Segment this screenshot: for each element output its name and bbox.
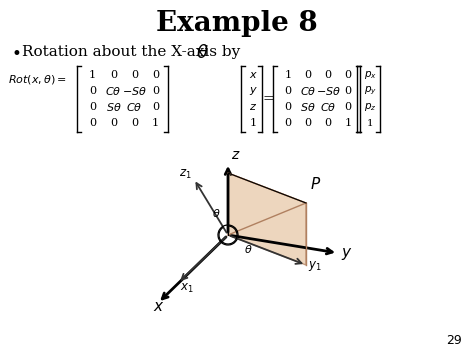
Text: =: = [262, 92, 274, 106]
Text: 0: 0 [284, 102, 292, 112]
Text: $\mathbf{\mathit{P}}$: $\mathbf{\mathit{P}}$ [310, 176, 321, 192]
Text: Example 8: Example 8 [156, 10, 318, 37]
Text: $\theta$: $\theta$ [244, 243, 253, 255]
Text: 0: 0 [110, 118, 117, 128]
Text: 0: 0 [131, 70, 138, 80]
Polygon shape [228, 173, 306, 265]
Text: 0: 0 [284, 118, 292, 128]
Text: $Rot(x,\theta) =$: $Rot(x,\theta) =$ [8, 73, 67, 86]
Text: 1: 1 [367, 119, 374, 127]
Text: $-S\theta$: $-S\theta$ [122, 85, 147, 97]
Text: 0: 0 [131, 118, 138, 128]
Text: 29: 29 [446, 334, 462, 347]
Text: 0: 0 [324, 118, 331, 128]
Text: $\mathit{\theta}$: $\mathit{\theta}$ [196, 44, 209, 62]
Text: •: • [12, 45, 22, 63]
Text: 0: 0 [284, 86, 292, 96]
Text: $S\theta$: $S\theta$ [106, 101, 121, 113]
Text: 0: 0 [89, 102, 96, 112]
Text: $\theta$: $\theta$ [212, 207, 220, 219]
Text: 1: 1 [249, 118, 256, 128]
Text: 0: 0 [304, 70, 311, 80]
Text: $z$: $z$ [249, 102, 257, 112]
Text: $x$: $x$ [248, 70, 257, 80]
Text: $x$: $x$ [153, 300, 164, 314]
Text: $z_1$: $z_1$ [179, 168, 191, 181]
Text: 1: 1 [284, 70, 292, 80]
Text: $S\theta$: $S\theta$ [300, 101, 316, 113]
Text: Rotation about the X-axis by: Rotation about the X-axis by [22, 45, 240, 59]
Text: $y_1$: $y_1$ [308, 259, 322, 273]
Text: 0: 0 [152, 102, 159, 112]
Text: $C\theta$: $C\theta$ [126, 101, 143, 113]
Text: $-S\theta$: $-S\theta$ [316, 85, 340, 97]
Text: 0: 0 [110, 70, 117, 80]
Text: $C\theta$: $C\theta$ [105, 85, 122, 97]
Text: $C\theta$: $C\theta$ [300, 85, 316, 97]
Text: 0: 0 [152, 86, 159, 96]
Text: $p_z$: $p_z$ [364, 101, 376, 113]
Text: $p_y$: $p_y$ [364, 85, 376, 97]
Text: 0: 0 [345, 86, 352, 96]
Text: 0: 0 [324, 70, 331, 80]
Text: 1: 1 [345, 118, 352, 128]
Text: $y$: $y$ [248, 85, 257, 97]
Text: 0: 0 [89, 118, 96, 128]
Text: 1: 1 [152, 118, 159, 128]
Text: 0: 0 [345, 102, 352, 112]
Text: $p_x$: $p_x$ [364, 69, 376, 81]
Text: 1: 1 [89, 70, 96, 80]
Text: 0: 0 [304, 118, 311, 128]
Text: 0: 0 [89, 86, 96, 96]
Text: $z$: $z$ [231, 148, 241, 162]
Text: 0: 0 [345, 70, 352, 80]
Text: $y$: $y$ [341, 246, 353, 262]
Text: $C\theta$: $C\theta$ [320, 101, 336, 113]
Text: 0: 0 [152, 70, 159, 80]
Text: $x_1$: $x_1$ [180, 282, 194, 295]
